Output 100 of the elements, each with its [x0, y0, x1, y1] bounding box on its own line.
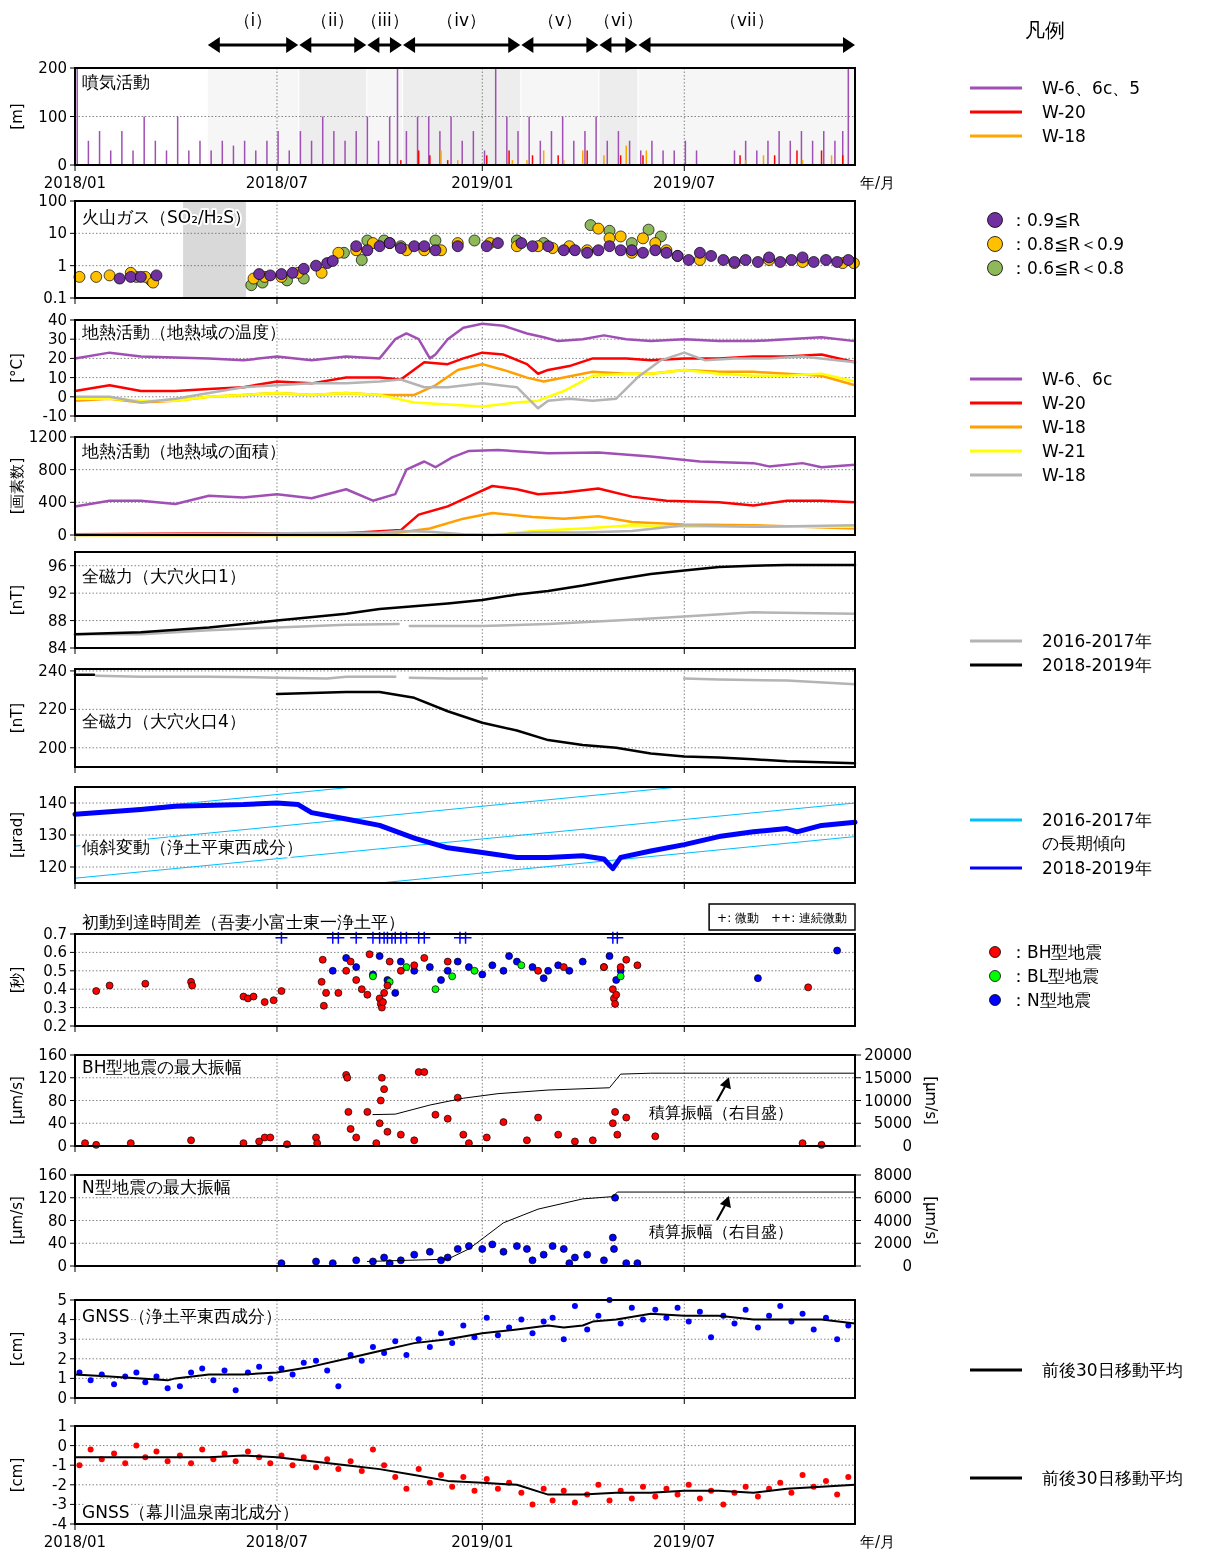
- y-tick-label: -2: [52, 1475, 67, 1494]
- y-tick-label: 10: [47, 224, 67, 243]
- text: 全磁力（大穴火口4）: [82, 711, 246, 731]
- x-tick-label: 2019/01: [451, 174, 514, 192]
- y-tick-label: 80: [47, 1211, 67, 1230]
- chart-title: N型地震の最大振幅: [82, 1177, 231, 1197]
- y-tick-label: 400: [38, 493, 67, 512]
- y-tick-label: 0: [57, 1436, 67, 1455]
- y-tick-label: 120: [38, 1068, 67, 1087]
- y-tick-label: 30: [47, 330, 67, 349]
- y-tick-label: 0: [57, 1389, 67, 1407]
- x-tick-label: 2019/07: [653, 1533, 716, 1551]
- y-tick-label: 80: [47, 1091, 67, 1110]
- y2-tick-label: 0: [902, 1137, 912, 1155]
- y-tick-label: 1200: [28, 428, 67, 446]
- band-label: （ii）: [311, 10, 355, 30]
- y-axis-title: [cm]: [8, 1457, 26, 1493]
- y-tick-label: 200: [38, 59, 67, 77]
- y-tick-label: 0: [57, 387, 67, 406]
- legend-label: ：N型地震: [1010, 990, 1091, 1010]
- y-tick-label: -10: [42, 407, 67, 425]
- text: +: 微動 ++: 連続微動: [717, 911, 847, 925]
- y-tick-label: 88: [47, 611, 67, 630]
- legend-label: ：0.6≦R＜0.8: [1010, 258, 1125, 278]
- x-tick-label: 2018/07: [245, 1533, 309, 1551]
- chart-title: 初動到達時間差（吾妻小富士東一浄土平）: [82, 912, 405, 932]
- chart-title: GNSS（浄土平東西成分）: [82, 1306, 283, 1326]
- chart-title: 地熱活動（地熱域の温度）: [81, 322, 286, 342]
- y2-tick-label: 2000: [873, 1234, 912, 1253]
- chart-title: 火山ガス（SO₂/H₂S）: [82, 207, 252, 227]
- band-label: （i）: [233, 10, 273, 30]
- x-axis-title: 年/月: [860, 1533, 896, 1551]
- y2-tick-label: 6000: [873, 1188, 912, 1207]
- y-axis-title: [μm/s]: [8, 1196, 26, 1245]
- y-tick-label: 0.1: [43, 289, 67, 307]
- y-tick-label: 160: [38, 1046, 67, 1064]
- y2-tick-label: 20000: [864, 1046, 912, 1064]
- x-tick-label: 2018/01: [43, 174, 107, 192]
- y-tick-label: 0.3: [43, 998, 67, 1017]
- band-label: （iv）: [437, 10, 487, 30]
- chart-title: 噴気活動: [82, 72, 150, 92]
- y-tick-label: 1: [57, 1417, 67, 1435]
- band-label: （v）: [537, 10, 582, 30]
- y2-tick-label: 8000: [873, 1166, 912, 1184]
- legend-label: W-20: [1042, 102, 1086, 122]
- y-axis-title: [μm/s]: [8, 1076, 26, 1125]
- chart-title: 地熱活動（地熱域の面積）: [81, 441, 286, 461]
- legend-label: 2018-2019年: [1042, 655, 1152, 675]
- legend-label: 2018-2019年: [1042, 858, 1152, 878]
- y-tick-label: 1: [57, 1369, 67, 1388]
- legend-label: ：BL型地震: [1010, 966, 1100, 986]
- legend-label: W-18: [1042, 465, 1086, 485]
- y2-tick-label: 5000: [873, 1114, 912, 1133]
- y-axis-title: [cm]: [8, 1331, 26, 1367]
- y-tick-label: 0.2: [43, 1017, 67, 1035]
- y2-axis-title: [μm/s]: [922, 1196, 940, 1245]
- y-axis-title: [μrad]: [8, 811, 26, 859]
- x-tick-label: 2018/01: [43, 1533, 107, 1551]
- y-tick-label: 240: [38, 661, 67, 680]
- legend-label: 2016-2017年: [1042, 631, 1152, 651]
- text: 全磁力（大穴火口1）: [82, 566, 246, 586]
- legend-label: ：0.9≦R: [1010, 210, 1081, 230]
- band-label: （vi）: [594, 10, 643, 30]
- y-tick-label: 140: [38, 794, 67, 812]
- band-label: （vii）: [720, 10, 774, 30]
- y-tick-label: 0.6: [43, 943, 67, 962]
- y-tick-label: -3: [52, 1495, 67, 1514]
- legend-label: W-6、6c: [1042, 369, 1113, 389]
- y2-tick-label: 15000: [864, 1068, 912, 1087]
- y-tick-label: 0: [57, 1257, 67, 1275]
- y-tick-label: 96: [47, 556, 67, 575]
- y-tick-label: 200: [38, 738, 67, 757]
- legend-label: 2016-2017年の長期傾向: [1042, 810, 1152, 853]
- y-tick-label: 220: [38, 700, 67, 719]
- chart-title: BH型地震の最大振幅: [82, 1057, 243, 1077]
- y-tick-label: 130: [38, 826, 67, 844]
- y-axis-title: [nT]: [8, 584, 26, 616]
- y-tick-label: 20: [47, 349, 67, 368]
- legend-label: W-20: [1042, 393, 1086, 413]
- legend-label: ：0.8≦R＜0.9: [1010, 234, 1125, 254]
- y2-axis-title: [μm/s]: [922, 1076, 940, 1125]
- y-tick-label: 0: [57, 156, 67, 174]
- y-tick-label: 800: [38, 460, 67, 479]
- text: GNSS（幕川温泉南北成分）: [82, 1502, 300, 1522]
- y-tick-label: 120: [38, 1188, 67, 1207]
- legend-label: 前後30日移動平均: [1042, 1360, 1183, 1380]
- y-tick-label: 0.5: [43, 961, 67, 980]
- x-axis-title: 年/月: [860, 174, 896, 192]
- y-tick-label: 0: [57, 1137, 67, 1155]
- y-tick-label: 2: [57, 1349, 67, 1368]
- y-tick-label: 160: [38, 1166, 67, 1184]
- y2-tick-label: 10000: [864, 1091, 912, 1110]
- y-tick-label: 4: [57, 1310, 67, 1329]
- y-tick-label: 40: [47, 1234, 67, 1253]
- legend-label: ：BH型地震: [1010, 942, 1103, 962]
- y-axis-title: [°C]: [8, 353, 26, 383]
- y-tick-label: 1: [57, 256, 67, 275]
- y-tick-label: 5: [57, 1291, 67, 1309]
- y-tick-label: 0: [57, 526, 67, 544]
- legend-title: 凡例: [1025, 18, 1065, 42]
